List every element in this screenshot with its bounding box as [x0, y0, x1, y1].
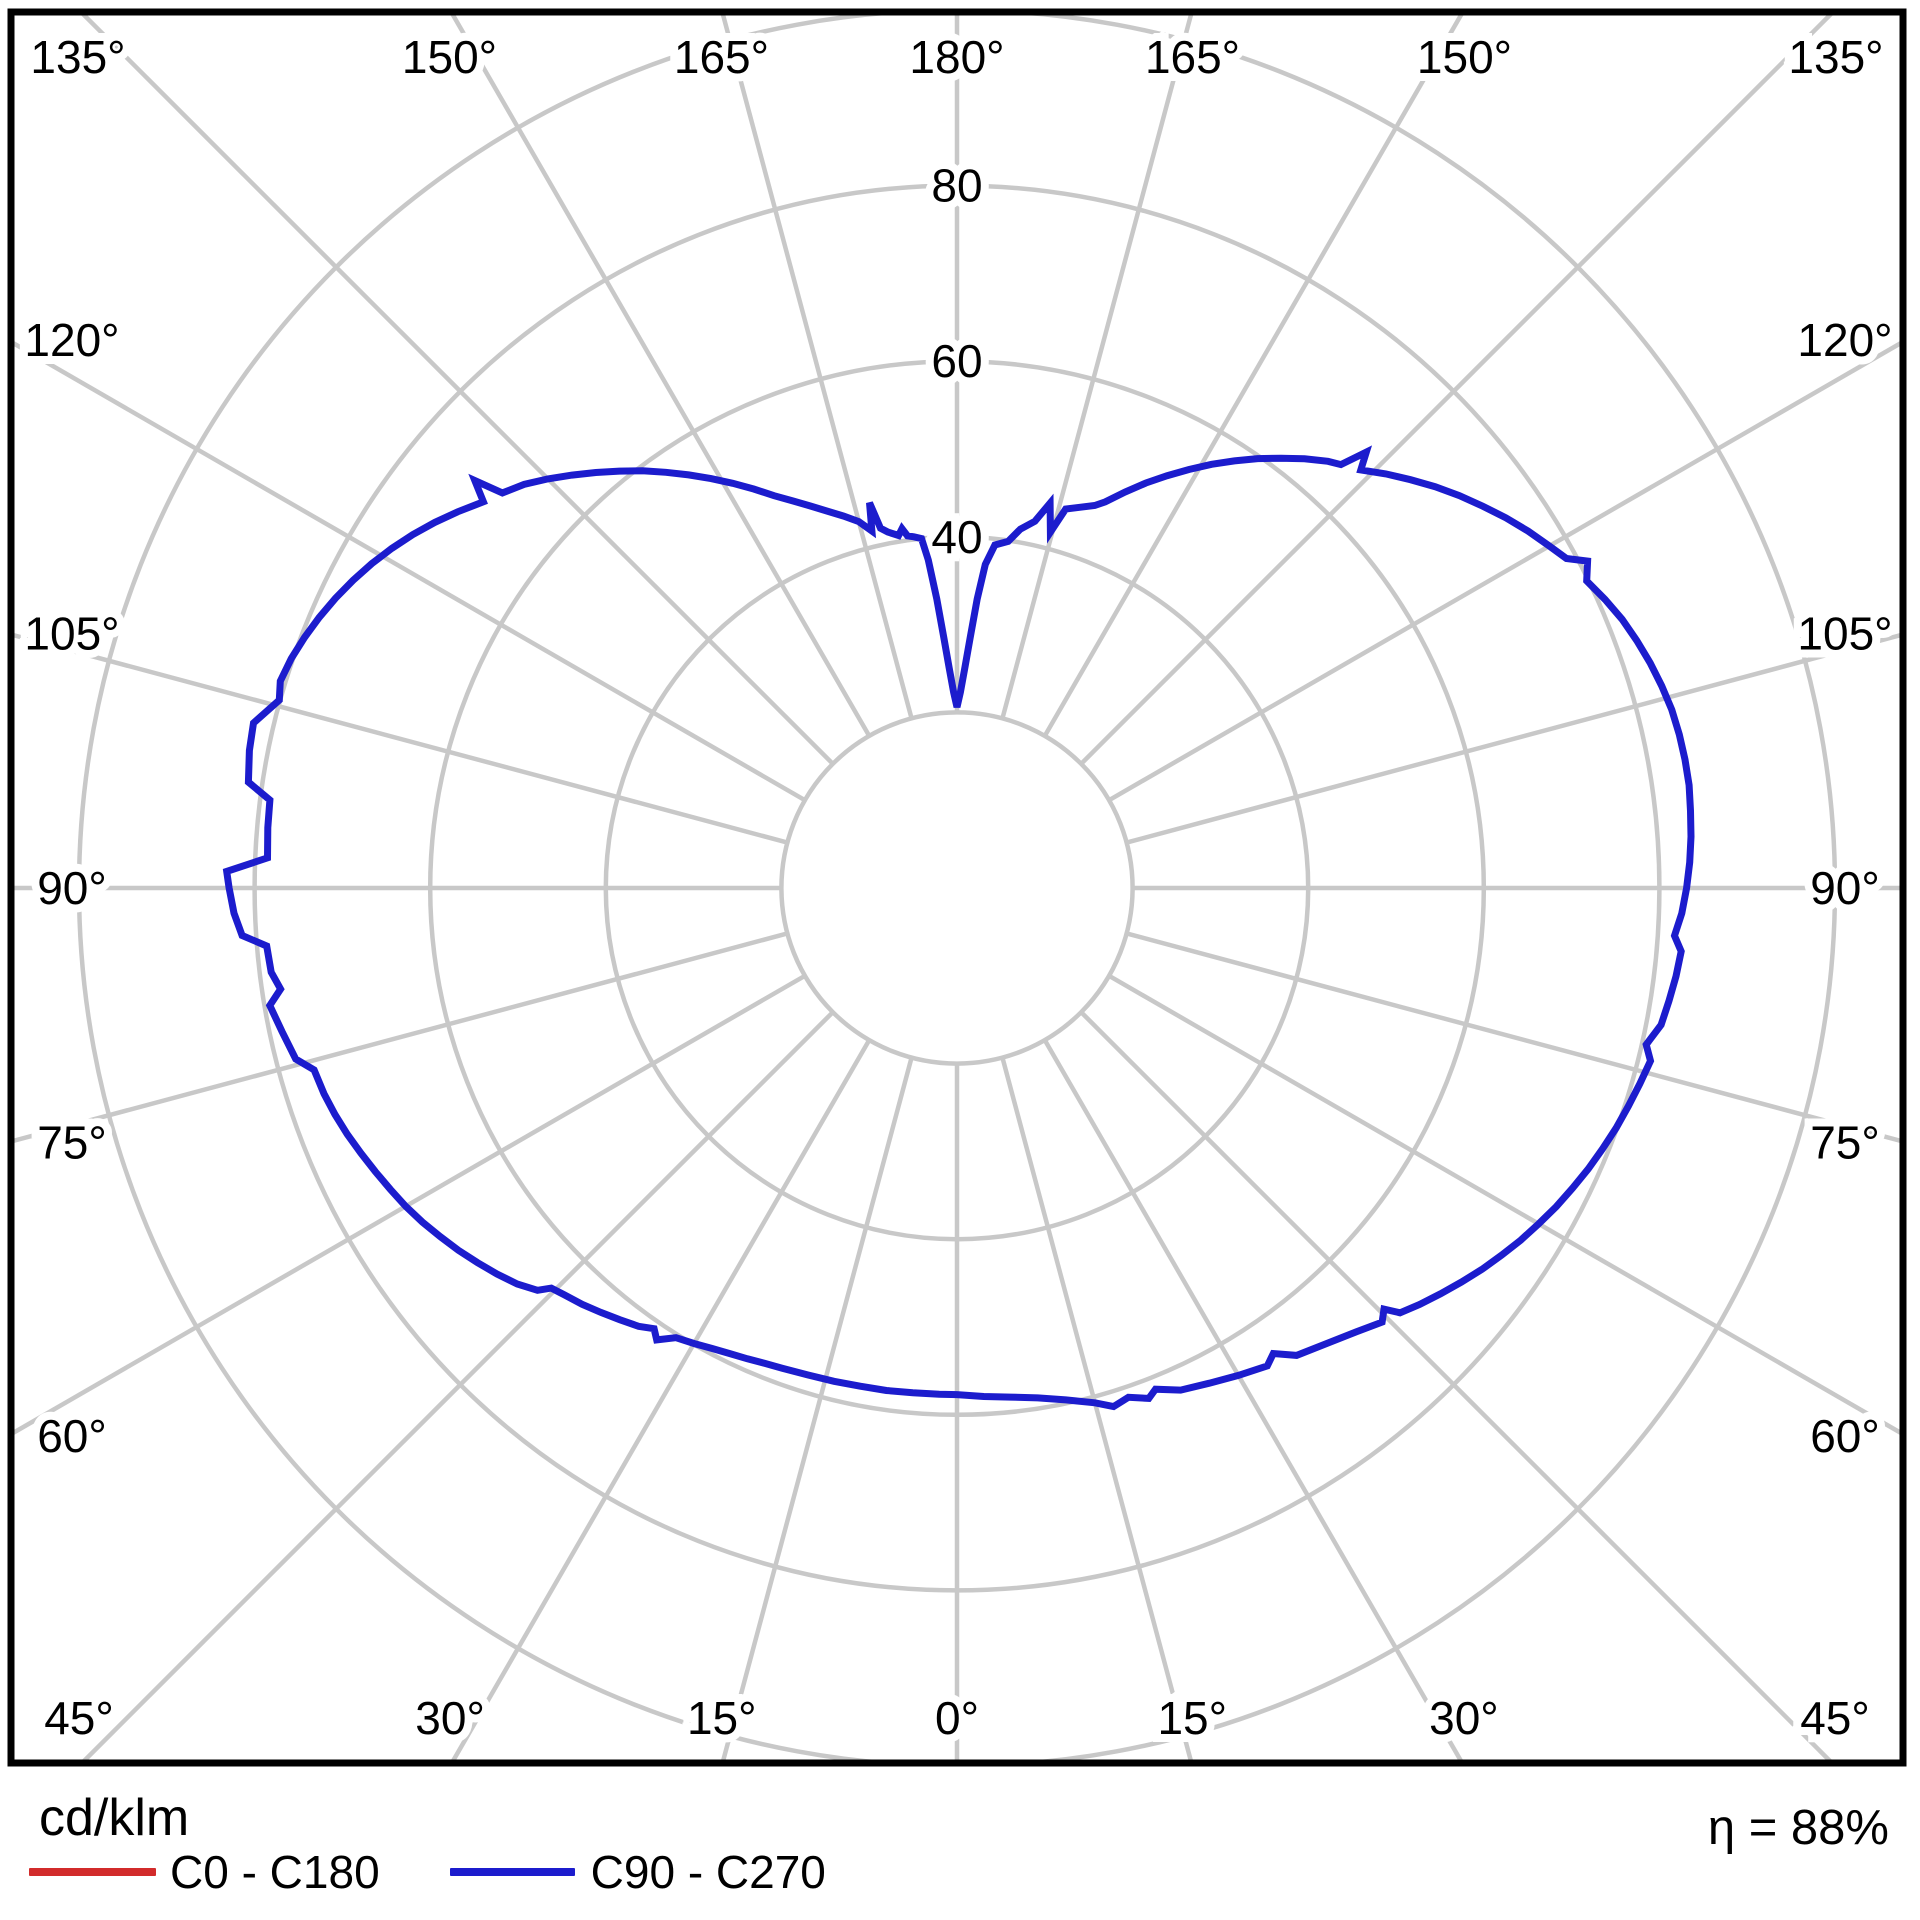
grid-spoke-120: [1107, 973, 1906, 1439]
grid-spoke-315: [74, 9, 835, 766]
angle-label-120-left: 120°: [24, 314, 119, 366]
angle-label-180: 180°: [909, 31, 1004, 83]
legend: C0 - C180 C90 - C270: [29, 1846, 826, 1898]
grid-spoke-345: [719, 9, 914, 719]
grid-circle-20: [779, 710, 1135, 1066]
angle-label-30-left: 30°: [415, 1692, 485, 1744]
angle-label-165-left: 165°: [674, 31, 769, 83]
angle-label-0: 0°: [935, 1692, 979, 1744]
r-label-60: 60: [931, 335, 982, 387]
curve-C90-C270: [222, 445, 1695, 1411]
legend-label-c90-c270: C90 - C270: [590, 1846, 826, 1898]
angle-label-135-left: 135°: [30, 31, 125, 83]
grid-spoke-135: [1079, 1010, 1839, 1766]
grid-spoke-330: [446, 9, 872, 738]
angle-label-45-left: 45°: [44, 1692, 114, 1744]
angle-label-30-right: 30°: [1429, 1692, 1499, 1744]
angle-label-45-right: 45°: [1800, 1692, 1870, 1744]
angle-label-90-right: 90°: [1810, 862, 1880, 914]
angle-label-150-left: 150°: [402, 31, 497, 83]
grid-spoke-45: [1079, 9, 1840, 766]
grid-spoke-285: [8, 631, 788, 845]
angle-label-165-right: 165°: [1145, 31, 1240, 83]
efficiency-label: η = 88%: [1707, 1801, 1889, 1855]
r-label-80: 80: [931, 160, 982, 212]
legend-swatch-c0-c180: [29, 1868, 156, 1876]
legend-label-c0-c180: C0 - C180: [170, 1846, 380, 1898]
angle-label-135-right: 135°: [1788, 31, 1883, 83]
angle-label-105-left: 105°: [24, 608, 119, 660]
units-label: cd/klm: [39, 1789, 190, 1847]
axis-labels: 135° 150° 165° 180° 165° 150° 135° 120° 105° 90° 7…: [16, 23, 1900, 1752]
grid-spoke-150: [1042, 1038, 1467, 1766]
grid-spoke-300: [8, 337, 807, 803]
angle-label-120-right: 120°: [1797, 314, 1892, 366]
angle-label-75-left: 75°: [37, 1116, 107, 1168]
grid-spoke-75: [1126, 631, 1906, 845]
angle-label-90-left: 90°: [37, 862, 107, 914]
grid-spoke-30: [1042, 9, 1468, 738]
angle-label-15-left: 15°: [687, 1692, 757, 1744]
grid-spoke-105: [1126, 931, 1906, 1145]
plot-frame: [7, 8, 1907, 1767]
angle-label-60-right: 60°: [1810, 1410, 1880, 1462]
grid-spoke-210: [447, 1038, 872, 1766]
grid-spoke-15: [1000, 9, 1195, 719]
r-label-40: 40: [931, 511, 982, 563]
grid-spoke-195: [719, 1057, 914, 1766]
grid-spoke-60: [1107, 337, 1906, 803]
angle-label-60-left: 60°: [37, 1410, 107, 1462]
grid-spoke-225: [75, 1010, 835, 1766]
grid-spoke-255: [8, 931, 788, 1145]
legend-swatch-c90-c270: [449, 1868, 575, 1876]
angle-label-105-right: 105°: [1797, 608, 1892, 660]
angle-label-15-right: 15°: [1157, 1692, 1227, 1744]
grid-spoke-240: [8, 973, 807, 1439]
grid-spoke-165: [1000, 1057, 1195, 1766]
angle-label-75-right: 75°: [1810, 1116, 1880, 1168]
angle-label-150-right: 150°: [1417, 31, 1512, 83]
